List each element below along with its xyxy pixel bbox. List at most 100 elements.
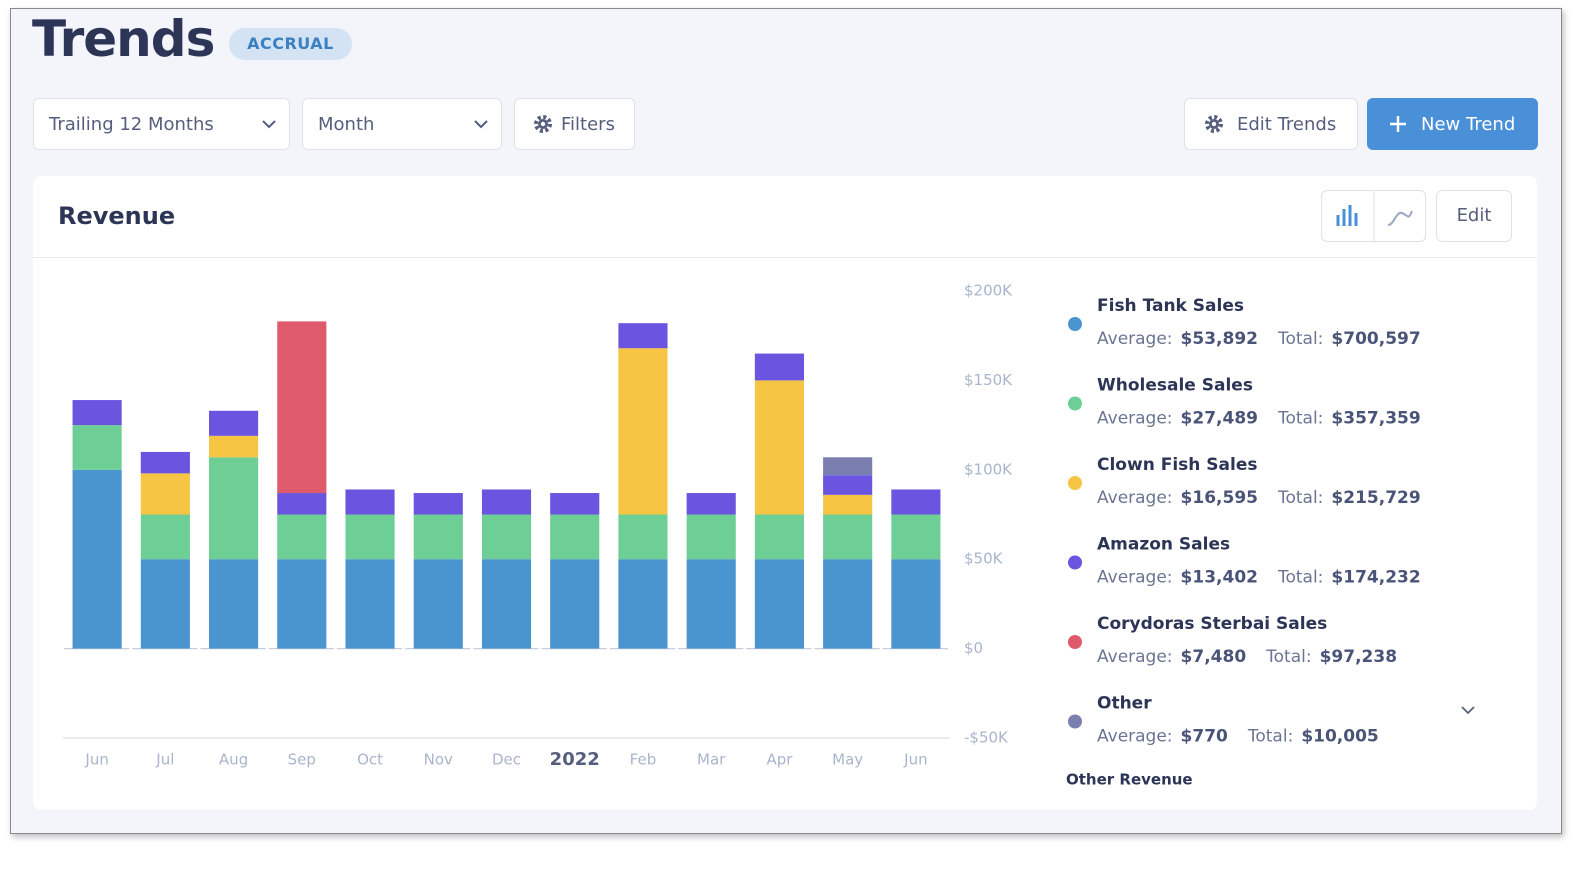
bar-segment [550,493,600,515]
page-title: Trends [32,10,215,68]
bar-segment [277,559,327,649]
y-tick-label: $50K [964,550,1004,568]
bar-segment [72,400,122,426]
bar-segment [345,489,395,515]
bar-segment [345,514,395,560]
dropdown-text: Month [318,113,375,135]
bar-segment [686,559,736,649]
bar-segment [618,559,668,649]
bar-segment [481,559,532,649]
bar-segment [891,514,941,560]
total-value: $700,597 [1331,329,1420,349]
bar-segment [209,457,259,560]
total-label: Total: [1265,647,1311,667]
legend-stats: Average: $7,480 Total: $97,238 [1097,647,1397,667]
legend-dot [1068,635,1082,649]
chevron [262,120,276,129]
plus-icon [1390,116,1406,132]
average-value: $7,480 [1181,647,1247,667]
average-value: $27,489 [1181,409,1258,429]
toggle-icons [1336,191,1413,243]
x-tick-label: 2022 [550,749,600,770]
button-text: Filters [561,113,615,135]
legend-item[interactable]: Corydoras Sterbai Sales Average: $7,480 Tot… [1068,614,1397,667]
dropdown-text: Trailing 12 Months [49,113,214,135]
legend-name: Wholesale Sales [1097,376,1253,396]
bar-segment [618,514,668,560]
bar-segment [72,469,122,649]
y-tick-label: $100K [964,460,1013,478]
legend-item[interactable]: Wholesale Sales Average: $27,489 Total: $357… [1068,376,1421,429]
bar-segment [618,323,668,349]
legend-dot [1068,317,1082,331]
bar-segment [345,559,395,649]
bar-segment [618,348,668,515]
y-tick-label: -$50K [964,729,1009,747]
chart-type-toggle[interactable] [1321,190,1426,243]
bar-segment [413,493,463,515]
accrual-badge[interactable]: ACCRUAL [229,28,352,60]
legend-stats: Average: $53,892 Total: $700,597 [1097,329,1421,349]
total-label: Total: [1247,727,1293,747]
y-tick-label: $150K [964,371,1013,389]
average-label: Average: [1097,727,1173,747]
bar-segment [413,514,463,560]
y-tick-label: $200K [964,282,1013,300]
average-value: $770 [1181,727,1228,747]
x-tick-label: Feb [630,751,657,769]
bar-segment [686,493,736,515]
bar-segment [140,451,190,474]
legend-item[interactable]: Fish Tank Sales Average: $53,892 Total: $700… [1068,296,1421,349]
legend-name: Amazon Sales [1097,535,1230,555]
legend-expand-chevron[interactable] [1461,706,1475,715]
period-dropdown[interactable]: Trailing 12 Months [33,98,290,150]
legend-name: Clown Fish Sales [1097,455,1257,475]
y-tick-label: $0 [964,639,983,657]
bar-segment [550,559,600,649]
x-tick-label: Apr [766,751,793,769]
total-label: Total: [1277,409,1323,429]
edit-button[interactable]: Edit [1436,190,1512,242]
total-value: $10,005 [1301,727,1378,747]
legend-stats: Average: $770 Total: $10,005 [1097,727,1379,747]
average-label: Average: [1097,409,1173,429]
gear-icon [1205,115,1223,133]
total-label: Total: [1277,568,1323,588]
x-tick-label: Sep [288,751,316,769]
total-label: Total: [1277,329,1323,349]
legend-item[interactable]: Clown Fish Sales Average: $16,595 Total: $21… [1068,455,1421,508]
bar-segment [754,353,804,381]
total-value: $174,232 [1331,568,1420,588]
legend-footer[interactable]: Other Revenue [1066,771,1193,789]
interval-dropdown[interactable]: Month [302,98,502,150]
total-value: $97,238 [1320,647,1397,667]
x-tick-label: Jun [84,751,108,769]
button-text: New Trend [1421,113,1516,135]
bar-segment [823,475,873,495]
bar-segment [891,559,941,649]
new-trend-button[interactable]: New Trend [1367,98,1538,150]
legend-name: Corydoras Sterbai Sales [1097,614,1327,634]
legend-dot [1068,476,1082,490]
average-label: Average: [1097,329,1173,349]
legend-name: Other [1097,694,1152,714]
bar-segment [209,435,259,458]
x-tick-label: Jul [155,751,174,769]
legend-item[interactable]: Amazon Sales Average: $13,402 Total: $174,23… [1068,535,1421,588]
legend-item[interactable]: Other Average: $770 Total: $10,005 [1068,694,1379,747]
bar-segment [754,559,804,649]
legend-dot [1068,714,1082,729]
bar-segment [72,425,122,470]
bar-segment [550,514,600,560]
filters-button[interactable]: Filters [514,98,635,150]
x-tick-label: Jun [903,751,927,769]
total-value: $357,359 [1331,409,1420,429]
chevron [474,120,488,129]
bar-segment [209,410,259,436]
average-value: $13,402 [1181,568,1258,588]
legend-dot [1068,555,1082,570]
edit-trends-button[interactable]: Edit Trends [1184,98,1358,150]
bar-segment [140,559,190,649]
